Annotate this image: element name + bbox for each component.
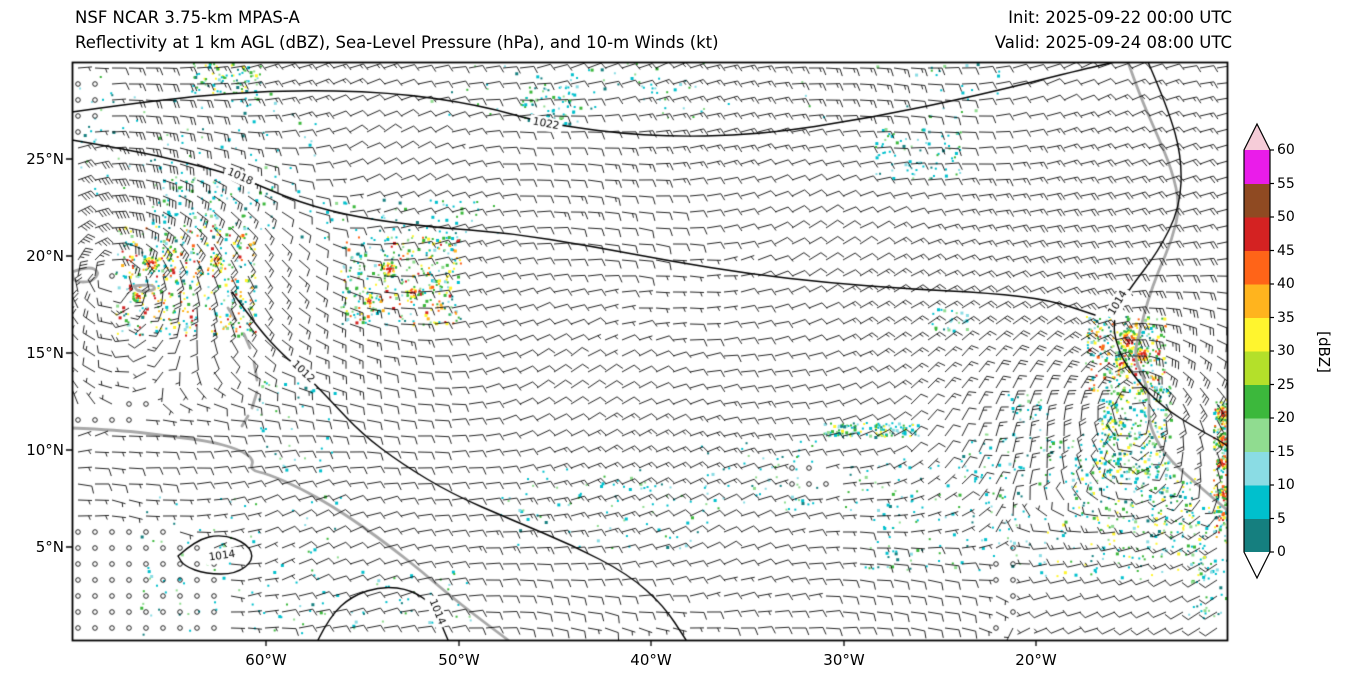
colorbar-under-arrow — [1244, 552, 1270, 578]
y-tick-label: 20°N — [26, 247, 64, 265]
y-tick-label: 15°N — [26, 344, 64, 362]
y-tick-label: 5°N — [35, 538, 64, 556]
colorbar-segment — [1244, 351, 1270, 385]
colorbar-tick-label: 30 — [1277, 343, 1295, 359]
colorbar-segment — [1244, 485, 1270, 519]
colorbar-tick-label: 45 — [1277, 242, 1295, 259]
colorbar-tick-label: 5 — [1277, 510, 1286, 527]
colorbar-tick-label: 55 — [1277, 175, 1295, 192]
colorbar-segment — [1244, 183, 1270, 218]
x-tick-label: 50°W — [438, 651, 480, 669]
colorbar — [1243, 122, 1274, 580]
colorbar-tick-label: 10 — [1277, 477, 1295, 493]
colorbar-segment — [1244, 217, 1270, 251]
colorbar-tick-label: 40 — [1277, 276, 1295, 292]
y-tick-label: 10°N — [26, 441, 64, 459]
x-tick-label: 30°W — [823, 651, 865, 669]
colorbar-segment — [1244, 150, 1270, 184]
colorbar-segment — [1244, 451, 1270, 486]
colorbar-over-arrow — [1244, 124, 1270, 150]
colorbar-segment — [1244, 384, 1270, 419]
x-tick-label: 20°W — [1015, 651, 1057, 669]
colorbar-tick-label: 25 — [1277, 376, 1295, 393]
colorbar-tick-label: 15 — [1277, 443, 1295, 460]
colorbar-segment — [1244, 284, 1270, 318]
x-tick-label: 60°W — [245, 651, 287, 669]
colorbar-segment — [1244, 317, 1270, 352]
colorbar-tick-label: 60 — [1277, 142, 1295, 158]
colorbar-tick-label: 20 — [1277, 410, 1295, 426]
colorbar-tick-label: 50 — [1277, 209, 1295, 225]
colorbar-segment — [1244, 250, 1270, 285]
x-tick-label: 40°W — [630, 651, 672, 669]
colorbar-segment — [1244, 518, 1270, 553]
y-tick-label: 25°N — [26, 150, 64, 168]
colorbar-tick-label: 35 — [1277, 309, 1295, 326]
colorbar-segment — [1244, 418, 1270, 452]
colorbar-tick-label: 0 — [1277, 544, 1286, 560]
colorbar-unit-label: [dBZ] — [1315, 331, 1333, 373]
